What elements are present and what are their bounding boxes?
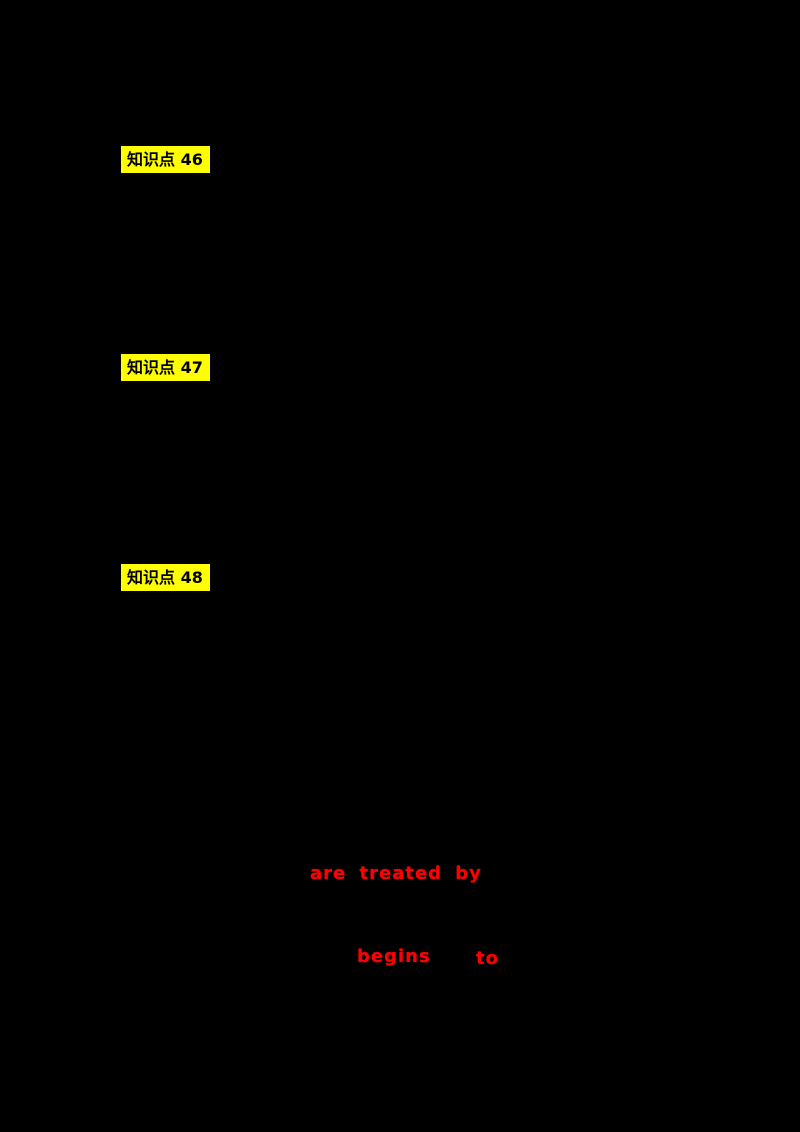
knowledge-point-48-heading: 知识点 48 <box>121 564 210 591</box>
knowledge-point-46-heading: 知识点 46 <box>121 146 210 173</box>
red-answer-to: to <box>476 948 499 969</box>
red-answer-begins: begins <box>357 946 431 967</box>
knowledge-point-47-heading: 知识点 47 <box>121 354 210 381</box>
red-answer-are-treated-by: are treated by <box>310 863 482 884</box>
